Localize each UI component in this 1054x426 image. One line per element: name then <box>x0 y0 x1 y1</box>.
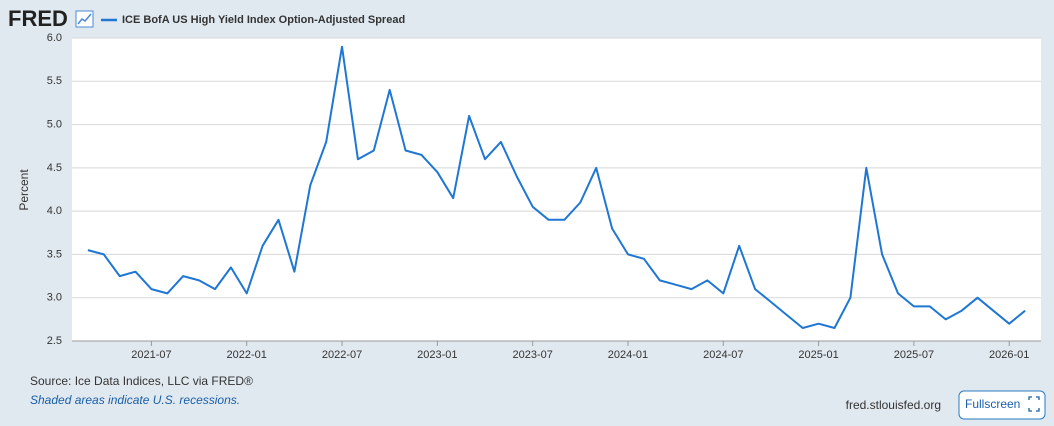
y-axis-label: Percent <box>17 169 31 211</box>
fullscreen-label[interactable]: Fullscreen <box>965 397 1020 411</box>
x-tick-label: 2023-01 <box>417 349 457 361</box>
x-tick-label: 2025-07 <box>894 349 934 361</box>
x-tick-label: 2026-01 <box>989 349 1029 361</box>
recession-note: Shaded areas indicate U.S. recessions. <box>30 393 240 407</box>
y-tick-label: 4.5 <box>47 162 62 174</box>
x-tick-label: 2024-07 <box>703 349 743 361</box>
logo-icon <box>75 10 94 28</box>
y-tick-label: 4.0 <box>47 205 62 217</box>
source: Source: Ice Data Indices, LLC via FRED® <box>30 374 253 388</box>
fullscreen-button[interactable]: Fullscreen <box>958 390 1046 420</box>
y-tick-label: 2.5 <box>47 335 62 347</box>
y-tick-label: 3.0 <box>47 292 62 304</box>
y-tick-label: 5.0 <box>47 118 62 130</box>
x-tick-label: 2024-01 <box>608 349 648 361</box>
y-tick-label: 3.5 <box>47 248 62 260</box>
site-link[interactable]: fred.stlouisfed.org <box>846 398 941 412</box>
logo[interactable]: FRED <box>8 6 68 31</box>
x-tick-label: 2022-01 <box>227 349 267 361</box>
y-tick-label: 6.0 <box>47 32 62 44</box>
legend-label: ICE BofA US High Yield Index Option-Adju… <box>122 14 405 26</box>
x-tick-label: 2023-07 <box>512 349 552 361</box>
x-tick-label: 2022-07 <box>322 349 362 361</box>
plot-area <box>72 38 1041 341</box>
data-line <box>87 45 1026 329</box>
x-tick-label: 2025-01 <box>798 349 838 361</box>
x-tick-label: 2021-07 <box>131 349 171 361</box>
y-tick-label: 5.5 <box>47 75 62 87</box>
